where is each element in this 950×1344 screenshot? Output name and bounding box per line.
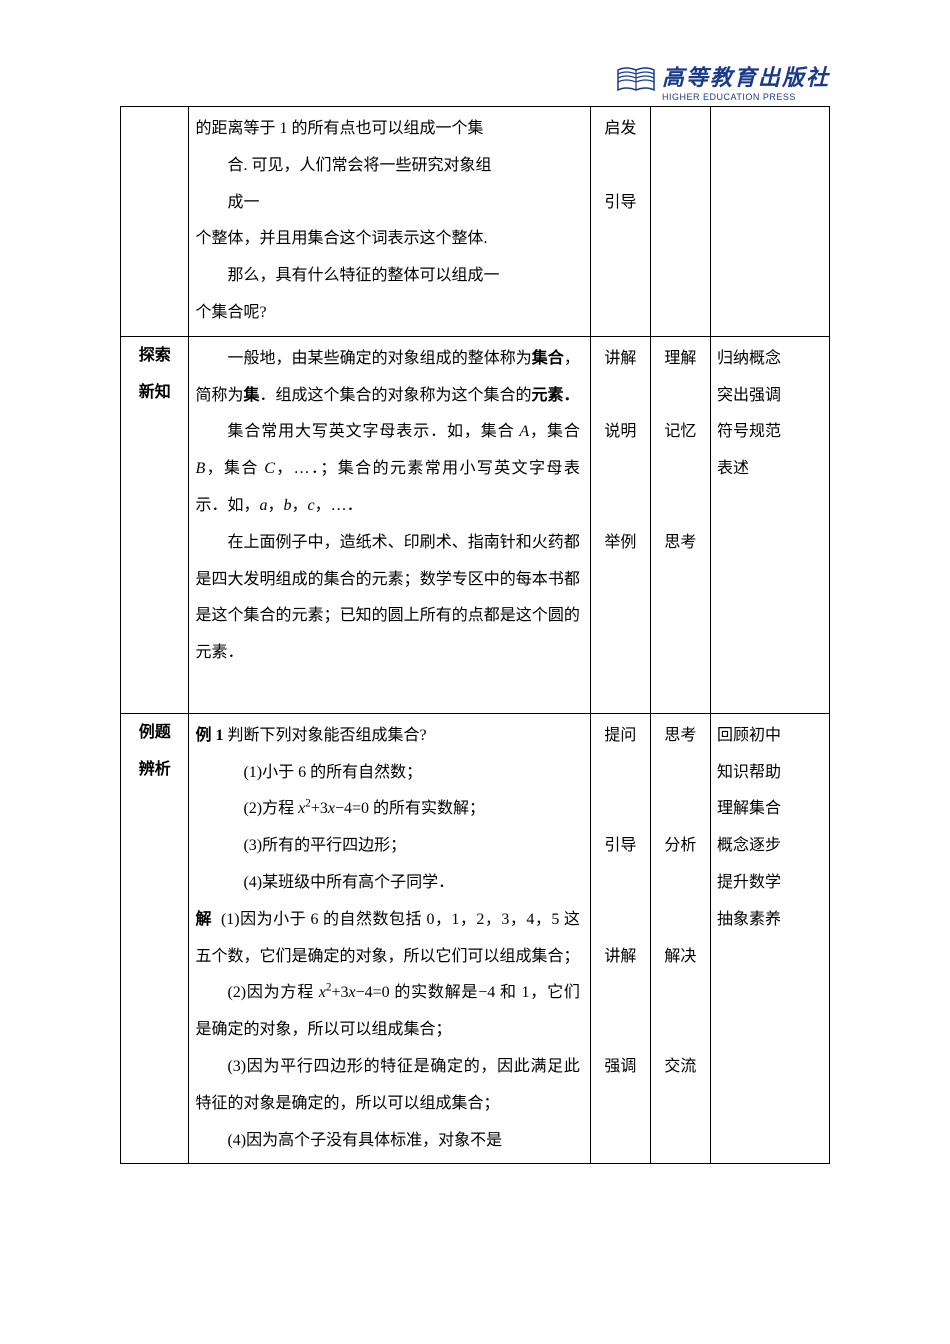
- example-item: (2)方程 x2+3x−4=0 的所有实数解；: [195, 791, 579, 828]
- action-text: 启发: [591, 111, 650, 148]
- teacher-action-cell: 讲解 说明 举例: [590, 336, 650, 713]
- body-text: 成一: [195, 185, 579, 222]
- intent-cell: 归纳概念 突出强调 符号规范 表述: [710, 336, 829, 713]
- student-action-cell: [650, 107, 710, 337]
- teacher-action-cell: 提问 引导 讲解 强调: [590, 713, 650, 1164]
- table-row: 的距离等于 1 的所有点也可以组成一个集 合. 可见，人们常会将一些研究对象组 …: [121, 107, 830, 337]
- teacher-action-cell: 启发 引导: [590, 107, 650, 337]
- solution: 解 (1)因为小于 6 的自然数包括 0，1，2，3，4，5 这五个数，它们是确…: [195, 902, 579, 976]
- logo-cn-text: 高等教育出版社: [662, 60, 830, 92]
- body-text: 个集合呢?: [195, 295, 579, 332]
- lesson-table: 的距离等于 1 的所有点也可以组成一个集 合. 可见，人们常会将一些研究对象组 …: [120, 106, 830, 1164]
- table-row: 例题 辨析 例 1 判断下列对象能否组成集合? (1)小于 6 的所有自然数； …: [121, 713, 830, 1164]
- example-item: (3)所有的平行四边形；: [195, 828, 579, 865]
- body-text: 合. 可见，人们常会将一些研究对象组: [195, 148, 579, 185]
- intent-cell: 回顾初中 知识帮助 理解集合 概念逐步 提升数学 抽象素养: [710, 713, 829, 1164]
- body-text: 集合常用大写英文字母表示．如，集合 A，集合 B，集合 C，…．；集合的元素常用…: [195, 414, 579, 524]
- section-label: [121, 107, 189, 337]
- body-text: 的距离等于 1 的所有点也可以组成一个集: [195, 111, 579, 148]
- solution-item: (2)因为方程 x2+3x−4=0 的实数解是−4 和 1，它们是确定的对象，所…: [195, 975, 579, 1049]
- student-action-cell: 理解 记忆 思考: [650, 336, 710, 713]
- action-text: 引导: [591, 185, 650, 222]
- body-text: 那么，具有什么特征的整体可以组成一: [195, 258, 579, 295]
- example-item: (4)某班级中所有高个子同学．: [195, 865, 579, 902]
- section-label: 探索 新知: [121, 336, 189, 713]
- table-row: 探索 新知 一般地，由某些确定的对象组成的整体称为集合，简称为集．组成这个集合的…: [121, 336, 830, 713]
- body-text: 一般地，由某些确定的对象组成的整体称为集合，简称为集．组成这个集合的对象称为这个…: [195, 341, 579, 415]
- solution-item: (3)因为平行四边形的特征是确定的，因此满足此特征的对象是确定的，所以可以组成集…: [195, 1049, 579, 1123]
- example-item: (1)小于 6 的所有自然数；: [195, 755, 579, 792]
- example-title: 例 1 判断下列对象能否组成集合?: [195, 718, 579, 755]
- body-text: 在上面例子中，造纸术、印刷术、指南针和火药都是四大发明组成的集合的元素；数学专区…: [195, 525, 579, 672]
- student-action-cell: 思考 分析 解决 交流: [650, 713, 710, 1164]
- intent-cell: [710, 107, 829, 337]
- solution-item: (4)因为高个子没有具体标准，对象不是: [195, 1123, 579, 1160]
- body-text: 个整体，并且用集合这个词表示这个整体.: [195, 221, 579, 258]
- content-cell: 的距离等于 1 的所有点也可以组成一个集 合. 可见，人们常会将一些研究对象组 …: [189, 107, 590, 337]
- publisher-logo: 高等教育出版社 HIGHER EDUCATION PRESS: [120, 60, 830, 102]
- content-cell: 例 1 判断下列对象能否组成集合? (1)小于 6 的所有自然数； (2)方程 …: [189, 713, 590, 1164]
- section-label: 例题 辨析: [121, 713, 189, 1164]
- book-icon: [616, 64, 656, 98]
- content-cell: 一般地，由某些确定的对象组成的整体称为集合，简称为集．组成这个集合的对象称为这个…: [189, 336, 590, 713]
- logo-en-text: HIGHER EDUCATION PRESS: [662, 92, 796, 102]
